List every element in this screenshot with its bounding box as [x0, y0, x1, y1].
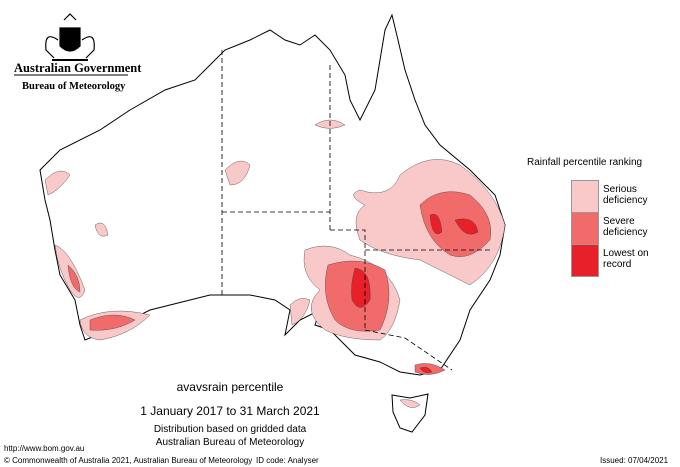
legend-swatch [571, 180, 599, 213]
legend-label: Serious deficiency [603, 184, 648, 206]
legend-swatch [571, 212, 599, 245]
caption-period: 1 January 2017 to 31 March 2021 [140, 404, 320, 418]
legend-title: Rainfall percentile ranking [527, 157, 643, 168]
agency-title: Bureau of Meteorology [22, 81, 126, 92]
deficiency-region [429, 213, 443, 235]
state-borders [221, 50, 492, 371]
deficiency-region [419, 191, 491, 257]
issued: Issued: 07/04/2021 [600, 456, 669, 465]
url: http://www.bom.gov.au [4, 444, 85, 453]
tasmania [391, 393, 429, 433]
copyright: © Commonwealth of Australia 2021, Austra… [4, 456, 253, 465]
crest [45, 13, 95, 61]
deficiency-region [94, 222, 109, 237]
deficiency-region [89, 314, 136, 331]
gov-title: Australian Government [14, 61, 142, 75]
deficiency-region [224, 160, 251, 186]
deficiency-regions [44, 119, 506, 408]
caption-source: Australian Bureau of Meteorology [155, 437, 305, 448]
deficiency-region [289, 298, 311, 326]
id-code: ID code: Analyser [256, 456, 319, 465]
deficiency-region [44, 170, 71, 196]
deficiency-region [454, 218, 479, 235]
deficiency-region [351, 267, 371, 308]
caption-title: avavsrain percentile [176, 380, 284, 394]
deficiency-region [67, 264, 81, 293]
caption-note: Distribution based on gridded data [153, 424, 307, 435]
legend-label: Lowest on record [603, 248, 649, 270]
deficiency-region [399, 399, 421, 408]
legend-label: Severe deficiency [603, 216, 648, 238]
deficiency-region [419, 366, 433, 374]
deficiency-region [414, 363, 446, 375]
legend-swatch [571, 244, 599, 277]
